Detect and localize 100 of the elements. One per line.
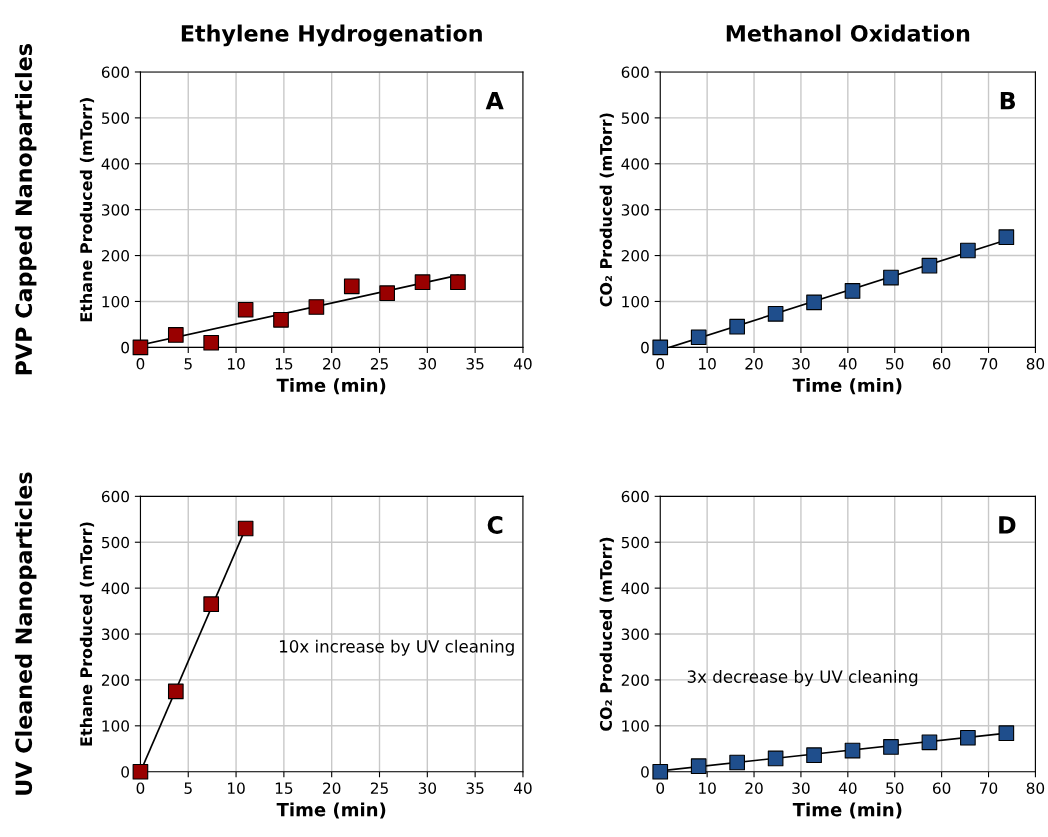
x-tick-label: 70 [980,358,998,370]
text: UV Cleaned Nanoparticles [14,472,37,795]
y-tick-label: 300 [102,628,129,641]
y-axis-title: CO₂ Produced (mTorr) [599,113,614,307]
y-tick-label: 0 [641,766,649,778]
point [998,229,1015,246]
x-axis-title: Time (min) [792,802,902,819]
annotation: B [1000,91,1015,110]
annotation: 10x increase by UV cleaning [279,639,514,656]
point [167,327,184,343]
y-tick-label: 400 [101,158,129,170]
annotation: C [487,516,503,534]
y-tick-label: 500 [102,536,129,549]
x-tick-label: 70 [980,782,998,794]
chart-title: Ethylene Hydrogenation [181,24,482,47]
x-tick-label: 40 [513,782,532,794]
y-tick-label: 200 [101,250,129,262]
point [729,318,745,335]
y-tick-label: 0 [121,766,129,778]
y-tick-label: 300 [621,204,649,216]
point [132,763,149,780]
y-tick-label: 600 [101,66,129,78]
x-tick-label: 80 [1026,782,1045,794]
point [414,274,431,291]
y-axis-title: Ethane Produced (mTorr) [79,98,95,322]
x-tick-label: 0 [136,782,145,794]
x-tick-label: 30 [418,358,437,370]
point [132,339,149,356]
point [767,306,784,322]
x-tick-label: 40 [838,782,857,794]
x-tick-label: 5 [184,782,192,794]
point [652,339,669,356]
point [844,742,861,759]
x-tick-label: 50 [886,782,904,794]
x-tick-label: 40 [513,358,532,370]
y-tick-label: 600 [621,490,649,503]
annotation: A [485,91,504,110]
text: PVP Capped Nanoparticles [14,44,37,375]
x-tick-label: 15 [275,782,293,794]
y-tick-label: 100 [622,720,649,732]
y-tick-label: 400 [101,582,129,595]
point [450,274,466,291]
x-tick-label: 40 [838,358,857,370]
point [237,301,254,318]
x-tick-label: 20 [323,782,341,794]
y-tick-label: 200 [621,674,649,686]
x-tick-label: 35 [466,782,484,794]
point [767,750,784,767]
x-tick-label: 30 [418,782,437,794]
y-tick-label: 400 [621,158,649,170]
point [203,334,220,351]
x-tick-label: 30 [792,358,810,370]
x-tick-label: 35 [466,358,484,370]
point [273,311,289,328]
point [921,734,938,751]
x-axis-title: Time (min) [276,802,386,819]
y-tick-label: 500 [102,112,129,124]
y-tick-label: 0 [641,341,649,354]
y-tick-label: 400 [621,582,649,595]
x-tick-label: 10 [228,358,245,370]
y-tick-label: 300 [621,628,649,641]
x-axis-title: Time (min) [276,378,386,395]
x-tick-label: 20 [745,782,763,794]
y-tick-label: 100 [102,295,129,308]
y-tick-label: 200 [101,674,129,686]
y-tick-label: 300 [102,204,129,216]
x-tick-label: 30 [792,782,810,794]
y-tick-label: 100 [102,720,129,732]
point [960,242,976,259]
x-tick-label: 0 [656,782,665,794]
y-tick-label: 500 [621,536,649,549]
point [844,283,861,299]
y-tick-label: 600 [621,66,649,78]
x-tick-label: 60 [932,358,951,370]
y-tick-label: 600 [101,490,129,503]
point [883,269,899,286]
x-tick-label: 25 [370,782,388,794]
point [690,758,707,775]
x-tick-label: 0 [656,358,665,370]
x-tick-label: 60 [932,782,951,794]
point [690,329,707,346]
x-tick-label: 10 [699,782,716,794]
point [921,257,938,274]
x-tick-label: 80 [1026,358,1045,370]
chart-title: Methanol Oxidation [726,24,970,42]
point [729,754,745,771]
y-axis-title: Ethane Produced (mTorr) [79,522,95,746]
x-tick-label: 10 [699,358,716,370]
y-tick-label: 100 [622,295,649,308]
point [167,683,184,700]
x-tick-label: 10 [228,782,245,794]
x-tick-label: 15 [275,358,293,370]
point [998,725,1015,741]
point [343,278,360,295]
x-tick-label: 5 [184,358,192,370]
point [203,596,220,613]
annotation: D [999,516,1016,534]
point [652,763,669,780]
x-tick-label: 25 [370,358,388,370]
point [806,294,822,311]
